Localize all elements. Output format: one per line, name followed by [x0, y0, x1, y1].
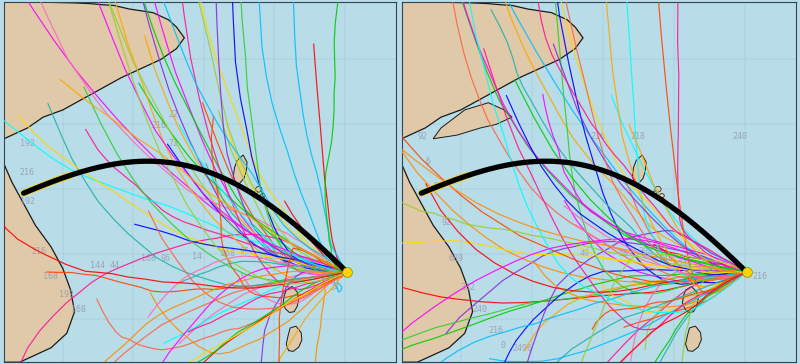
Text: 689: 689	[449, 254, 464, 263]
Polygon shape	[433, 103, 512, 139]
Text: 4: 4	[737, 270, 742, 280]
Text: 144: 144	[90, 261, 106, 270]
Text: 218: 218	[630, 132, 646, 141]
Text: 96: 96	[161, 254, 171, 263]
Text: 22: 22	[169, 110, 178, 119]
Polygon shape	[402, 164, 473, 362]
Text: 216: 216	[31, 247, 46, 256]
Text: 216: 216	[753, 272, 768, 281]
Polygon shape	[4, 2, 184, 139]
Text: 48: 48	[278, 258, 288, 267]
Text: 192: 192	[20, 197, 34, 206]
Text: 332: 332	[461, 283, 476, 292]
Circle shape	[256, 186, 262, 192]
Circle shape	[655, 186, 661, 192]
Text: 2: 2	[326, 270, 330, 280]
Circle shape	[260, 194, 265, 198]
Text: 168: 168	[70, 305, 86, 314]
Text: 92: 92	[418, 132, 427, 141]
Text: 44: 44	[717, 267, 727, 276]
Text: 216: 216	[488, 327, 503, 335]
Text: 6: 6	[426, 157, 430, 166]
Polygon shape	[4, 164, 74, 362]
Text: 192: 192	[20, 139, 34, 148]
Text: 40: 40	[579, 249, 589, 258]
Text: 72: 72	[169, 139, 178, 148]
Text: 248: 248	[678, 260, 693, 269]
Text: 224: 224	[698, 263, 712, 272]
Text: 12014: 12014	[259, 253, 284, 261]
Text: 0: 0	[433, 182, 438, 191]
Text: 6: 6	[290, 254, 295, 263]
Polygon shape	[234, 155, 247, 184]
Text: 308: 308	[638, 247, 654, 256]
Circle shape	[254, 191, 258, 195]
Circle shape	[659, 194, 664, 198]
Text: 216: 216	[151, 121, 166, 130]
Polygon shape	[686, 326, 702, 351]
Text: 240: 240	[733, 132, 748, 141]
Text: 58: 58	[618, 249, 629, 258]
Text: 192: 192	[59, 290, 74, 299]
Polygon shape	[283, 286, 298, 312]
Polygon shape	[682, 286, 698, 312]
Text: 96: 96	[239, 247, 250, 256]
Polygon shape	[632, 155, 646, 184]
Text: 0: 0	[500, 341, 506, 350]
Text: 216: 216	[20, 168, 34, 177]
Text: 14: 14	[192, 253, 202, 261]
Text: 24: 24	[310, 260, 320, 269]
Text: 216: 216	[591, 132, 606, 141]
Text: 24: 24	[330, 283, 339, 292]
Polygon shape	[402, 2, 583, 139]
Polygon shape	[286, 326, 302, 351]
Text: 92: 92	[441, 218, 451, 227]
Text: 44: 44	[110, 261, 120, 270]
Circle shape	[653, 191, 657, 195]
Text: 168: 168	[219, 249, 234, 258]
Text: 2496: 2496	[512, 344, 532, 353]
Text: 148: 148	[658, 254, 673, 263]
Text: 168: 168	[141, 254, 156, 263]
Text: 240: 240	[473, 305, 487, 314]
Text: 168: 168	[43, 272, 58, 281]
